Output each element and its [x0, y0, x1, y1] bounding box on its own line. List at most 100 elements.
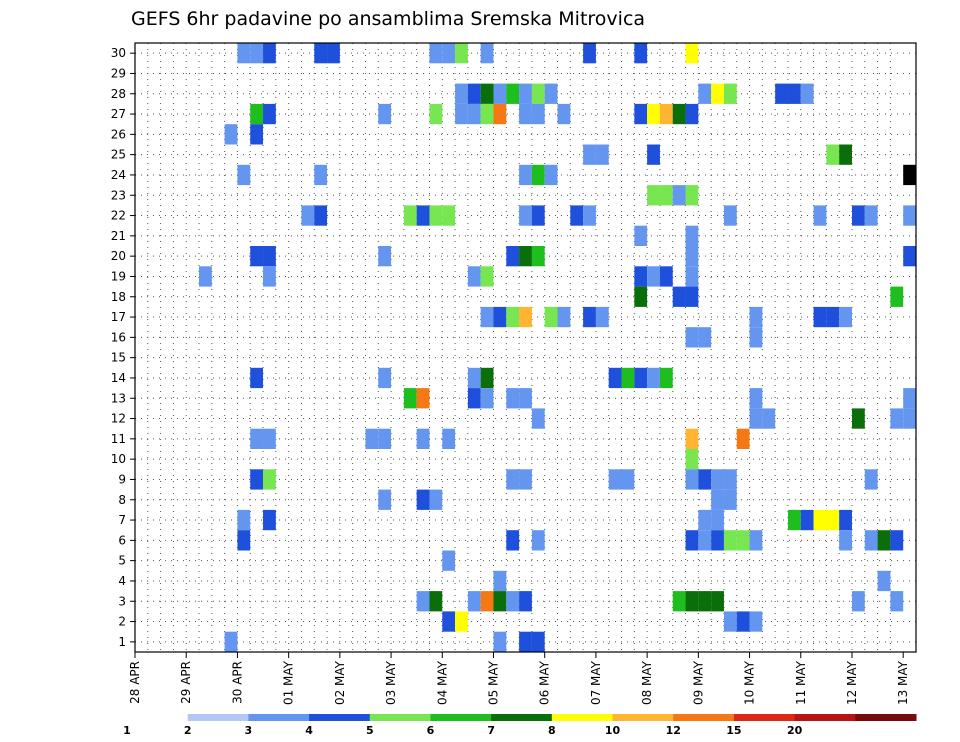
data-cell [813, 306, 827, 328]
data-cell [557, 306, 571, 328]
colorbar-swatch [794, 714, 856, 721]
data-cell [493, 570, 507, 592]
data-cell [864, 530, 878, 551]
data-cell [519, 591, 532, 612]
data-cell [455, 103, 468, 125]
data-cell [250, 124, 264, 145]
data-cell [506, 306, 520, 328]
data-cell [403, 388, 417, 409]
data-cell [685, 449, 699, 470]
data-cell [647, 367, 660, 389]
y-tick-label: 8 [118, 493, 126, 507]
data-cell [519, 164, 532, 186]
data-cell [595, 306, 609, 328]
colorbar-label: 15 [726, 724, 741, 737]
y-tick-label: 14 [111, 371, 126, 385]
data-cell [237, 509, 251, 531]
data-cell [647, 103, 660, 125]
data-cell [493, 83, 507, 104]
data-cell [839, 306, 852, 328]
data-cell [557, 103, 571, 125]
data-cell [749, 611, 763, 632]
data-cell [416, 489, 430, 510]
data-cell [442, 611, 456, 632]
data-cell [480, 43, 494, 64]
data-cell [711, 469, 724, 490]
data-cell [723, 530, 737, 551]
data-cell [531, 103, 545, 125]
x-tick-label: 13 MAY [896, 660, 910, 705]
y-tick-label: 5 [118, 554, 126, 568]
data-cell [698, 509, 712, 531]
data-cell [467, 266, 481, 287]
data-cell [826, 306, 840, 328]
data-cell [634, 103, 648, 125]
data-cell [442, 43, 456, 64]
data-cell [250, 43, 264, 64]
y-tick-label: 17 [111, 310, 126, 324]
data-cell [263, 428, 276, 449]
y-tick-label: 3 [118, 594, 126, 608]
x-tick-label: 03 MAY [384, 660, 398, 705]
colorbar-label: 4 [305, 724, 313, 737]
y-tick-label: 27 [111, 107, 126, 121]
data-cell [723, 83, 737, 104]
data-cell [903, 246, 916, 267]
data-cell [519, 306, 532, 328]
y-tick-label: 11 [111, 432, 126, 446]
data-cell [493, 631, 507, 652]
x-tick-label: 07 MAY [589, 660, 603, 705]
x-tick-label: 06 MAY [538, 660, 552, 705]
data-cell [531, 83, 545, 104]
data-cell [851, 408, 865, 429]
data-cell [455, 611, 468, 632]
data-cell [685, 185, 699, 206]
data-cell [634, 43, 648, 64]
data-cell [685, 246, 699, 267]
colorbar-label: 2 [184, 724, 192, 737]
y-tick-label: 1 [118, 635, 126, 649]
data-cell [736, 530, 750, 551]
colorbar-label: 1 [123, 724, 131, 737]
data-cell [416, 591, 430, 612]
colorbar-swatch [127, 714, 188, 721]
data-cell [455, 83, 468, 104]
data-cell [531, 164, 545, 186]
data-cell [429, 489, 443, 510]
data-cell [723, 489, 737, 510]
y-tick-label: 18 [111, 290, 126, 304]
data-cell [416, 428, 430, 449]
data-cell [685, 43, 699, 64]
data-cell [429, 43, 443, 64]
y-tick-label: 15 [111, 351, 126, 365]
data-cell [749, 327, 763, 348]
data-cell [327, 43, 340, 64]
data-cell [813, 205, 827, 226]
data-cell [685, 225, 699, 246]
data-cell [723, 469, 737, 490]
data-cell [903, 408, 916, 429]
y-tick-label: 2 [118, 615, 126, 629]
data-cell [749, 388, 763, 409]
data-cell [685, 591, 699, 612]
colorbar-label: 10 [605, 724, 621, 737]
data-cell [851, 205, 865, 226]
data-cell [467, 388, 481, 409]
data-cell [519, 469, 532, 490]
x-tick-label: 04 MAY [435, 660, 449, 705]
data-cell [442, 205, 456, 226]
x-axis: 28 APR 29 APR 30 APR 01 MAY 02 MAY 03 MAY 04 M… [128, 652, 910, 705]
y-tick-label: 25 [111, 148, 126, 162]
data-cell [506, 469, 520, 490]
data-cell [672, 103, 686, 125]
data-cell [378, 103, 392, 125]
data-cell [480, 306, 494, 328]
data-cell [531, 205, 545, 226]
y-tick-label: 16 [111, 330, 126, 344]
data-cell [647, 266, 660, 287]
data-cell [455, 43, 468, 64]
data-cell [480, 83, 494, 104]
data-cell [672, 591, 686, 612]
data-cell [531, 246, 545, 267]
data-cell [749, 408, 763, 429]
